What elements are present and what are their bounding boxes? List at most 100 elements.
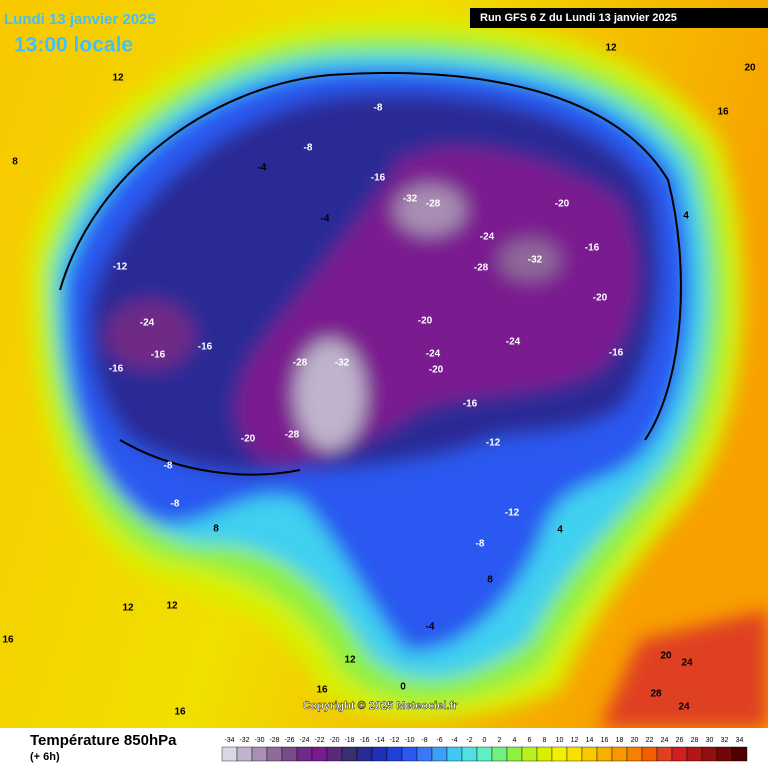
scale-label: -18 bbox=[344, 737, 354, 744]
scale-label: -24 bbox=[299, 737, 309, 744]
contour-labels: -24 -16 -16 -16 -8 -8 -20 -24 -20 -28 -32 -16 -12 -12… bbox=[2, 43, 756, 718]
scale-label: -4 bbox=[451, 737, 457, 744]
scale-swatch bbox=[296, 746, 313, 762]
scale-swatch bbox=[326, 746, 343, 762]
scale-swatch bbox=[536, 746, 553, 762]
contour-label: -8 bbox=[476, 539, 485, 550]
scale-swatch bbox=[731, 746, 748, 762]
contour-label: -12 bbox=[505, 508, 520, 519]
contour-label: 4 bbox=[683, 211, 689, 222]
scale-swatch bbox=[341, 746, 358, 762]
contour-label: -28 bbox=[426, 199, 441, 210]
contour-label: -4 bbox=[426, 622, 435, 633]
scale-swatch bbox=[521, 746, 538, 762]
legend-title: Température 850hPa bbox=[30, 732, 177, 749]
contour-label: -16 bbox=[585, 243, 600, 254]
extreme-cold-core bbox=[395, 185, 465, 235]
scale-swatch bbox=[431, 746, 448, 762]
scale-label: 26 bbox=[676, 737, 684, 744]
contour-label: -16 bbox=[151, 350, 166, 361]
scale-label: 6 bbox=[528, 737, 532, 744]
scale-swatch bbox=[491, 746, 508, 762]
contour-label: 16 bbox=[174, 707, 186, 718]
scale-swatch bbox=[266, 746, 283, 762]
scale-label: 30 bbox=[706, 737, 714, 744]
scale-swatch bbox=[716, 746, 733, 762]
run-label: Run GFS 6 Z du Lundi 13 janvier 2025 bbox=[480, 12, 677, 24]
contour-label: -4 bbox=[258, 163, 267, 174]
scale-swatch bbox=[476, 746, 493, 762]
cold-pool bbox=[105, 300, 195, 370]
scale-label: -12 bbox=[389, 737, 399, 744]
contour-label: -16 bbox=[609, 348, 624, 359]
contour-label: 8 bbox=[213, 524, 219, 535]
scale-swatch bbox=[461, 746, 478, 762]
contour-label: -24 bbox=[480, 232, 495, 243]
legend-subtitle: (+ 6h) bbox=[30, 751, 60, 763]
contour-label: -8 bbox=[164, 461, 173, 472]
scale-label: 18 bbox=[616, 737, 624, 744]
scale-label: -20 bbox=[329, 737, 339, 744]
scale-swatch bbox=[656, 746, 673, 762]
scale-swatch bbox=[551, 746, 568, 762]
scale-label: 8 bbox=[543, 737, 547, 744]
date-label: Lundi 13 janvier 2025 bbox=[4, 11, 156, 28]
contour-label: 12 bbox=[344, 655, 356, 666]
contour-label: 24 bbox=[678, 702, 690, 713]
contour-label: -8 bbox=[374, 103, 383, 114]
contour-label: 24 bbox=[681, 658, 693, 669]
scale-swatch bbox=[236, 746, 253, 762]
hot-zone bbox=[600, 610, 768, 728]
scale-label: 24 bbox=[661, 737, 669, 744]
contour-label: 4 bbox=[557, 525, 563, 536]
scale-swatch bbox=[371, 746, 388, 762]
scale-label: -14 bbox=[374, 737, 384, 744]
scale-label: -30 bbox=[254, 737, 264, 744]
contour-label: -16 bbox=[463, 399, 478, 410]
contour-label: -32 bbox=[403, 194, 418, 205]
contour-label: -16 bbox=[371, 173, 386, 184]
contour-label: 16 bbox=[717, 107, 729, 118]
scale-label: -34 bbox=[224, 737, 234, 744]
scale-label: 22 bbox=[646, 737, 654, 744]
contour-label: -28 bbox=[285, 430, 300, 441]
scale-swatch bbox=[596, 746, 613, 762]
contour-label: -12 bbox=[486, 438, 501, 449]
contour-label: 12 bbox=[112, 73, 124, 84]
contour-line bbox=[59, 72, 682, 476]
contour-label: -28 bbox=[293, 358, 308, 369]
contour-label: -20 bbox=[429, 365, 444, 376]
scale-swatch bbox=[251, 746, 268, 762]
scale-swatch bbox=[611, 746, 628, 762]
contour-label: 12 bbox=[166, 601, 178, 612]
scale-label: 20 bbox=[631, 737, 639, 744]
scale-label: 2 bbox=[498, 737, 502, 744]
scale-swatch bbox=[686, 746, 703, 762]
scale-swatch bbox=[566, 746, 583, 762]
copyright: Copyright © 2025 Meteociel.fr bbox=[303, 700, 459, 712]
scale-label: 14 bbox=[586, 737, 594, 744]
scale-label: -8 bbox=[421, 737, 427, 744]
scale-label: 12 bbox=[571, 737, 579, 744]
scale-swatch bbox=[311, 746, 328, 762]
contour-label: -8 bbox=[171, 499, 180, 510]
scale-label: 10 bbox=[556, 737, 564, 744]
contour-label: -28 bbox=[474, 263, 489, 274]
contour-label: -20 bbox=[555, 199, 570, 210]
contour-label: 8 bbox=[12, 157, 18, 168]
scale-swatch bbox=[506, 746, 523, 762]
contour-label: 20 bbox=[744, 63, 756, 74]
contour-label: -4 bbox=[321, 214, 330, 225]
contour-label: -20 bbox=[593, 293, 608, 304]
scale-label: 32 bbox=[721, 737, 729, 744]
scale-swatch bbox=[671, 746, 688, 762]
scale-swatch bbox=[416, 746, 433, 762]
contour-label: -24 bbox=[426, 349, 441, 360]
scale-label: 28 bbox=[691, 737, 699, 744]
scale-label: -28 bbox=[269, 737, 279, 744]
contour-label: 8 bbox=[487, 575, 493, 586]
scale-swatch bbox=[221, 746, 238, 762]
scale-label: 34 bbox=[736, 737, 744, 744]
contour-label: 28 bbox=[650, 689, 662, 700]
